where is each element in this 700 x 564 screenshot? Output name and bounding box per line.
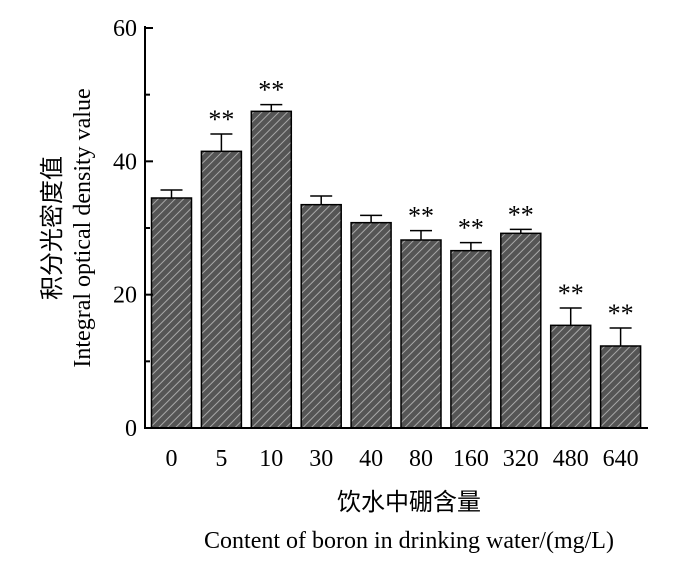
y-tick-label: 40 bbox=[113, 149, 137, 175]
significance-mark: ** bbox=[458, 214, 484, 243]
error-bars-group bbox=[160, 103, 632, 346]
significance-mark: ** bbox=[608, 299, 634, 328]
bar bbox=[450, 249, 492, 429]
x-tick-label: 480 bbox=[553, 446, 589, 472]
x-tick-label: 320 bbox=[503, 446, 539, 472]
x-tick-label: 30 bbox=[309, 446, 333, 472]
bar bbox=[599, 345, 642, 429]
x-tick-label: 10 bbox=[259, 446, 283, 472]
x-tick-label: 40 bbox=[359, 446, 383, 472]
x-tick-label: 0 bbox=[166, 446, 178, 472]
significance-mark: ** bbox=[558, 279, 584, 308]
y-tick-label: 20 bbox=[113, 283, 137, 309]
bar bbox=[250, 110, 293, 429]
x-tick-label: 5 bbox=[215, 446, 227, 472]
y-ticks-group: 0 20 40 60 bbox=[113, 16, 153, 442]
significance-marks-group: ** ** ** ** ** ** ** bbox=[208, 76, 633, 328]
bar bbox=[549, 324, 592, 429]
x-ticks-group: 0 5 10 30 40 80 160 320 480 640 bbox=[166, 446, 639, 472]
x-tick-label: 80 bbox=[409, 446, 433, 472]
bar bbox=[500, 232, 542, 429]
bar bbox=[400, 239, 442, 429]
significance-mark: ** bbox=[408, 202, 434, 231]
x-axis-label-en: Content of boron in drinking water/(mg/L… bbox=[204, 528, 614, 554]
x-tick-label: 640 bbox=[603, 446, 639, 472]
x-axis-label-cn: 饮水中硼含量 bbox=[337, 488, 481, 516]
y-tick-label: 60 bbox=[113, 16, 137, 42]
y-axis-label-cn: 积分光密度值 bbox=[38, 156, 66, 300]
x-tick-label: 160 bbox=[453, 446, 489, 472]
bar bbox=[150, 197, 193, 429]
bar bbox=[350, 221, 392, 429]
significance-mark: ** bbox=[508, 200, 534, 229]
bar bbox=[200, 150, 243, 429]
bars-group bbox=[150, 110, 642, 429]
significance-mark: ** bbox=[208, 105, 234, 134]
y-axis-label-en: Integral optical density value bbox=[70, 88, 96, 367]
y-tick-label: 0 bbox=[125, 416, 137, 442]
significance-mark: ** bbox=[258, 76, 284, 105]
bar bbox=[300, 203, 342, 429]
